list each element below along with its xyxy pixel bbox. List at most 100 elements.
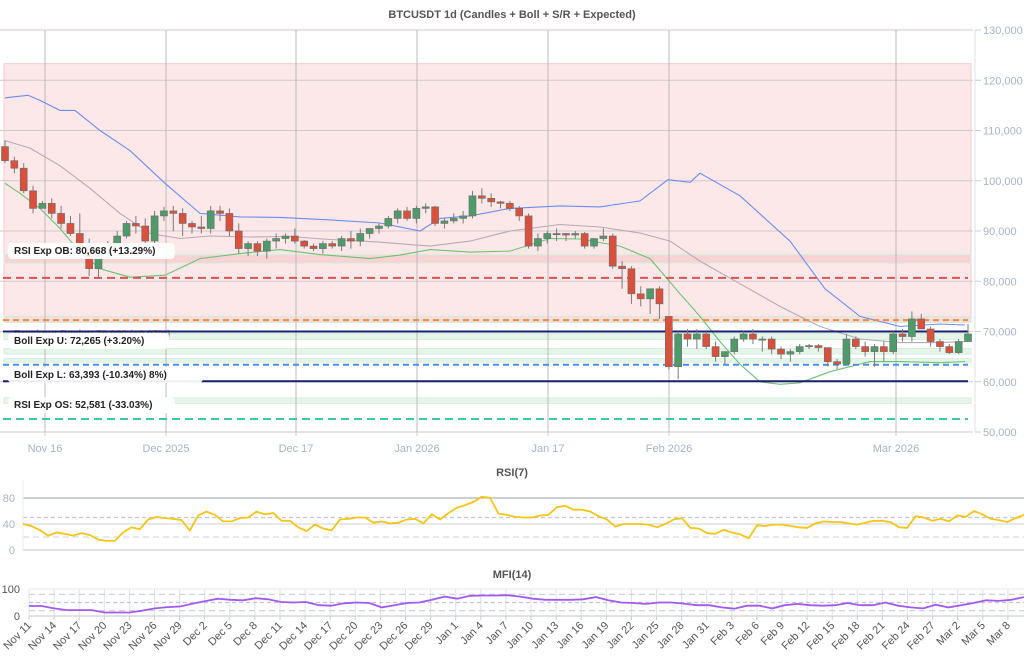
candle: [281, 233, 290, 244]
rsi-line: [22, 495, 1024, 542]
candle: [421, 203, 430, 214]
mfi-line: [29, 594, 1024, 614]
candle: [730, 336, 739, 355]
candle: [291, 228, 299, 244]
candle: [805, 344, 813, 350]
y-tick-label: 70,000: [983, 327, 1017, 339]
rsi-series: [22, 495, 1024, 542]
candle: [833, 359, 841, 370]
mfi-x-tick-label: Jan 4: [458, 620, 486, 648]
mfi-series: [29, 594, 1024, 614]
candle: [683, 328, 692, 347]
candle: [880, 341, 888, 362]
candle: [272, 233, 280, 249]
mfi-x-tick-label: Dec 2: [181, 620, 210, 649]
candle: [393, 208, 402, 224]
candle: [384, 215, 393, 229]
candle: [319, 241, 327, 254]
candle: [562, 233, 570, 242]
x-tick-label: Jan 17: [531, 443, 564, 455]
candle: [356, 228, 365, 247]
mfi-x-tick-label: Mar 2: [934, 620, 962, 648]
candle: [66, 215, 75, 237]
annotation-label: RSI Exp OS: 52,581 (-33.03%): [8, 397, 175, 413]
x-tick-label: Dec 2025: [142, 443, 189, 455]
candle: [244, 241, 252, 257]
y-tick-label: 60,000: [983, 377, 1017, 389]
candle: [141, 218, 150, 247]
rsi-panel-title: RSI(7): [496, 467, 528, 479]
support-zone-b: [3, 348, 972, 355]
candle: [814, 344, 823, 352]
candle: [861, 341, 869, 357]
rsi-y-axis: 0 40 80: [3, 493, 15, 557]
candle: [823, 347, 832, 367]
candle: [515, 205, 524, 221]
candle: [1, 140, 9, 164]
candle: [646, 288, 654, 314]
candle: [580, 232, 589, 249]
candle: [478, 188, 486, 204]
candle: [908, 311, 916, 342]
price-x-axis: Nov 16 Dec 2025 Dec 17 Jan 2026 Jan 17 Feb 20…: [28, 432, 919, 455]
candle: [300, 240, 308, 249]
candle: [412, 205, 421, 224]
candle: [917, 313, 926, 330]
mfi-x-tick-label: Mar 5: [960, 620, 988, 648]
svg-text:RSI Exp OB: 80,668 (+13.29%): RSI Exp OB: 80,668 (+13.29%): [14, 246, 155, 257]
mfi-y-axis: 100 0: [2, 584, 20, 623]
candle: [534, 233, 542, 252]
candle: [954, 339, 963, 355]
x-tick-label: Mar 2026: [873, 443, 919, 455]
candle: [524, 213, 533, 249]
candle: [169, 205, 178, 231]
resistance-zone-a: [3, 254, 972, 264]
svg-text:RSI Exp OS: 52,581 (-33.03%): RSI Exp OS: 52,581 (-33.03%): [14, 400, 152, 411]
candle: [487, 193, 495, 207]
candle: [721, 351, 729, 365]
candle: [571, 231, 580, 239]
candle: [328, 241, 337, 249]
candle: [178, 208, 187, 237]
mfi-x-tick-label: Feb 6: [734, 620, 762, 648]
candle: [693, 328, 701, 350]
annotation-label: Boll Exp U: 72,265 (+3.20%): [8, 333, 170, 349]
candle: [440, 218, 449, 229]
y-tick-label: 130,000: [983, 25, 1023, 37]
candle: [777, 346, 785, 360]
price-panel: BTCUSDT 1d (Candles + Boll + S/R + Expec…: [0, 9, 1023, 455]
candle: [711, 341, 720, 362]
candle: [375, 223, 383, 234]
candle: [225, 208, 234, 237]
candle: [365, 228, 374, 239]
candle: [337, 236, 346, 252]
rsi-y-tick: 0: [9, 545, 15, 557]
rsi-y-tick: 80: [3, 493, 15, 505]
candle: [10, 156, 19, 174]
candle: [926, 326, 935, 347]
candle: [431, 205, 439, 226]
candle: [543, 231, 552, 244]
mfi-x-tick-label: Jan 28: [655, 620, 687, 652]
candle: [795, 344, 804, 355]
candle: [786, 349, 795, 362]
candle: [496, 200, 505, 209]
x-tick-label: Dec 17: [279, 443, 314, 455]
candle: [29, 185, 37, 214]
price-chart-title: BTCUSDT 1d (Candles + Boll + S/R + Expec…: [388, 9, 636, 21]
candle: [262, 238, 271, 259]
candle: [665, 316, 673, 370]
svg-text:Boll Exp U: 72,265 (+3.20%): Boll Exp U: 72,265 (+3.20%): [14, 336, 144, 347]
candle: [38, 200, 47, 209]
support-zone-d: [3, 397, 972, 404]
candle: [739, 331, 748, 342]
candle: [160, 206, 168, 221]
candle: [122, 220, 131, 239]
annotation-label: RSI Exp OB: 80,668 (+13.29%): [8, 243, 175, 259]
mfi-x-tick-label: Jan 22: [605, 620, 637, 652]
candle: [889, 331, 898, 355]
candle: [936, 339, 944, 352]
svg-text:Boll Exp L: 63,393 (-10.34%): Boll Exp L: 63,393 (-10.34%) 8%): [14, 370, 167, 381]
candle: [749, 328, 757, 345]
support-zone-c: [3, 358, 972, 363]
